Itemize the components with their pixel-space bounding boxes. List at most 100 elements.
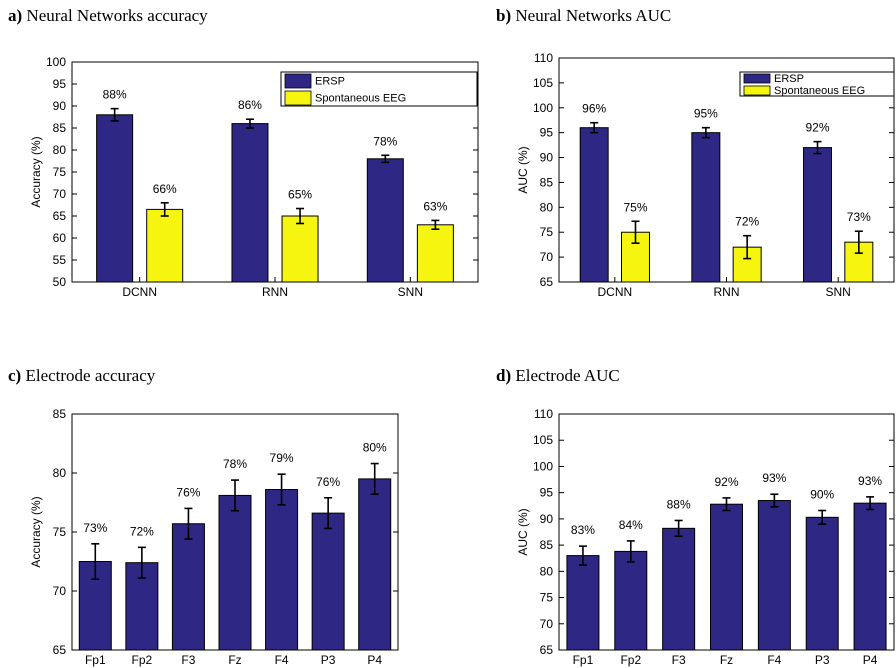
bar xyxy=(579,127,609,283)
x-tick-label: Fp2 xyxy=(620,653,641,667)
y-tick-label: 90 xyxy=(53,99,67,113)
bar xyxy=(218,494,252,651)
y-tick-label: 70 xyxy=(53,584,67,598)
y-tick-label: 90 xyxy=(540,512,554,526)
y-tick-label: 50 xyxy=(53,275,67,289)
y-tick-label: 100 xyxy=(533,459,553,473)
x-tick-label: Fz xyxy=(720,653,733,667)
y-tick-label: 80 xyxy=(53,143,67,157)
legend-swatch xyxy=(284,73,312,89)
x-tick-label: DCNN xyxy=(597,285,632,299)
panel-b-title-text: Neural Networks AUC xyxy=(515,6,672,25)
bar xyxy=(265,489,299,651)
y-tick-label: 95 xyxy=(540,126,554,140)
x-tick-label: Fp1 xyxy=(573,653,594,667)
y-tick-label: 90 xyxy=(540,151,554,165)
bar xyxy=(805,516,839,651)
bar xyxy=(757,500,791,651)
y-tick-label: 110 xyxy=(534,51,553,65)
y-tick-label: 105 xyxy=(533,433,553,447)
y-tick-label: 80 xyxy=(540,564,554,578)
bar xyxy=(732,246,762,283)
data-label: 93% xyxy=(762,471,786,485)
y-tick-label: 65 xyxy=(53,209,67,223)
bar xyxy=(566,555,600,651)
y-tick-label: 75 xyxy=(53,165,67,179)
y-axis-label: AUC (%) xyxy=(516,146,530,193)
y-tick-label: 60 xyxy=(53,231,67,245)
x-tick-label: Fp1 xyxy=(85,653,106,667)
x-tick-label: F3 xyxy=(672,653,686,667)
data-label: 73% xyxy=(83,521,107,535)
y-tick-label: 65 xyxy=(540,643,554,657)
panel-a-title-text: Neural Networks accuracy xyxy=(26,6,208,25)
panel-b-letter: b) xyxy=(496,6,512,25)
y-axis-label: Accuracy (%) xyxy=(29,496,43,567)
bar xyxy=(146,208,184,283)
y-tick-label: 100 xyxy=(533,101,553,115)
bar xyxy=(171,523,205,651)
chart-0: 50 55 60 65 70 75 80 85 90 95 100 Accuracy (%) DCNN 8… xyxy=(29,55,479,299)
chart-3: 65 70 75 80 85 90 95 100 105 110 AUC (%) Fp1 83% Fp2 8… xyxy=(516,407,895,667)
bar xyxy=(614,550,648,651)
data-label: 66% xyxy=(153,182,177,196)
panel-d-title-text: Electrode AUC xyxy=(515,366,620,385)
bar xyxy=(281,215,319,283)
y-tick-label: 100 xyxy=(46,55,66,69)
y-tick-label: 55 xyxy=(53,253,67,267)
data-label: 92% xyxy=(714,475,738,489)
bar xyxy=(710,503,743,651)
bar xyxy=(844,241,874,283)
data-label: 65% xyxy=(288,188,312,202)
y-tick-label: 105 xyxy=(533,76,553,90)
y-tick-label: 65 xyxy=(53,643,67,657)
x-tick-label: Fz xyxy=(228,653,241,667)
y-tick-label: 85 xyxy=(540,175,554,189)
y-tick-label: 75 xyxy=(53,525,67,539)
data-label: 93% xyxy=(858,474,882,488)
x-tick-label: F4 xyxy=(275,653,289,667)
data-label: 72% xyxy=(130,524,154,538)
y-tick-label: 70 xyxy=(540,617,554,631)
panel-a-title: a) Neural Networks accuracy xyxy=(8,6,208,26)
x-tick-label: P3 xyxy=(815,653,830,667)
y-tick-label: 65 xyxy=(540,275,554,289)
data-label: 92% xyxy=(805,121,829,135)
data-label: 95% xyxy=(694,107,718,121)
data-label: 75% xyxy=(623,200,647,214)
y-tick-label: 85 xyxy=(540,538,554,552)
x-tick-label: P3 xyxy=(321,653,336,667)
panel-b-title: b) Neural Networks AUC xyxy=(496,6,671,26)
y-tick-label: 80 xyxy=(540,200,554,214)
legend-label: Spontaneous EEG xyxy=(315,93,406,105)
data-label: 88% xyxy=(103,88,127,102)
y-tick-label: 70 xyxy=(540,250,554,264)
chart-2: 65 70 75 80 85 Accuracy (%) Fp1 73% Fp2 72% F3 76% F… xyxy=(29,407,399,667)
y-axis-label: Accuracy (%) xyxy=(29,136,43,207)
legend-box xyxy=(280,71,478,107)
data-label: 78% xyxy=(373,134,397,148)
data-label: 79% xyxy=(270,451,294,465)
x-tick-label: F3 xyxy=(181,653,195,667)
x-tick-label: F4 xyxy=(767,653,781,667)
y-tick-label: 95 xyxy=(53,77,67,91)
legend-swatch xyxy=(284,90,312,106)
data-label: 96% xyxy=(582,102,606,116)
legend-label: Spontaneous EEG xyxy=(774,85,865,97)
legend-swatch xyxy=(743,73,771,84)
bar xyxy=(691,132,721,283)
x-tick-label: DCNN xyxy=(122,285,157,299)
data-label: 72% xyxy=(735,215,759,229)
panel-a-letter: a) xyxy=(8,6,23,25)
y-axis-label: AUC (%) xyxy=(516,508,530,555)
bar xyxy=(416,224,454,283)
y-tick-label: 75 xyxy=(540,225,554,239)
data-label: 73% xyxy=(847,210,871,224)
data-label: 80% xyxy=(363,441,387,455)
y-tick-label: 85 xyxy=(53,121,67,135)
bar xyxy=(231,123,269,283)
data-label: 83% xyxy=(571,523,595,537)
